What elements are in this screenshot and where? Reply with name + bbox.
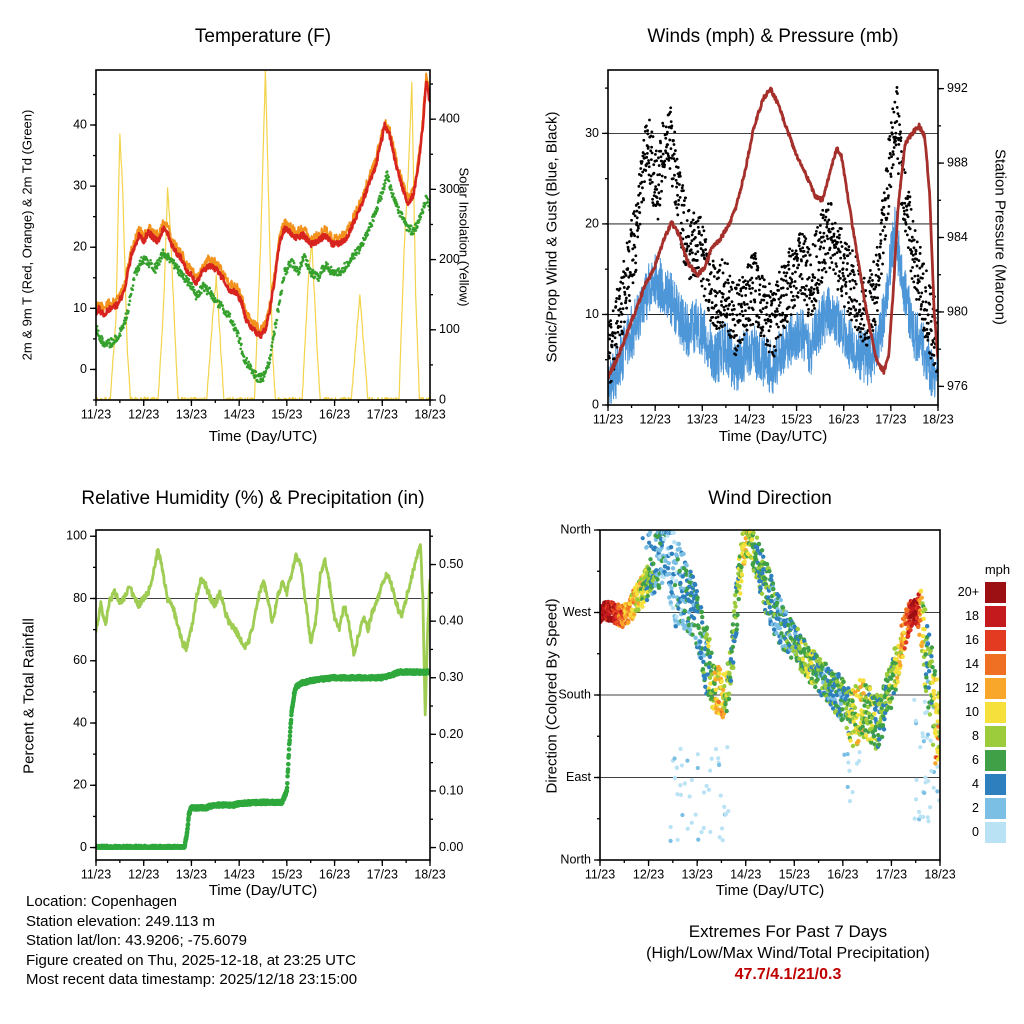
solar-insolation-y-axis-label: Solar Insolation (Yellow) <box>456 167 472 307</box>
station-pressure-y-axis-label: Station Pressure (Maroon) <box>991 149 1009 325</box>
wind-direction-x-axis-label: Time (Day/UTC) <box>715 882 825 899</box>
winds-pressure-plot-canvas <box>512 0 1024 470</box>
wind-direction-plot-canvas <box>512 470 1024 940</box>
humidity-precip-x-axis-label: Time (Day/UTC) <box>208 882 318 899</box>
temperature-plot-canvas <box>0 0 512 470</box>
extremes-title: Extremes For Past 7 Days <box>688 922 888 941</box>
most-recent-data-timestamp: Most recent data timestamp: 2025/12/18 2… <box>26 971 358 988</box>
extremes-block: Extremes For Past 7 Days (High/Low/Max W… <box>560 922 1016 984</box>
temperature-chart-title: Temperature (F) <box>194 26 332 47</box>
station-location: Location: Copenhagen <box>26 893 177 910</box>
wind-gust-y-axis-label: Sonic/Prop Wind & Gust (Blue, Black) <box>543 111 561 363</box>
figure-created-timestamp: Figure created on Thu, 2025-12-18, at 23… <box>26 951 356 969</box>
station-latlon: Station lat/lon: 43.9206; -75.6079 <box>26 932 248 949</box>
humidity-precip-plot-canvas <box>0 470 512 940</box>
winds-pressure-x-axis-label: Time (Day/UTC) <box>718 428 828 445</box>
winds-pressure-chart-title: Winds (mph) & Pressure (mb) <box>647 26 899 47</box>
temperature-x-axis-label: Time (Day/UTC) <box>208 428 318 445</box>
temperature-y-axis-label: 2m & 9m T (Red, Orange) & 2m Td (Green) <box>19 109 35 361</box>
wind-direction-y-axis-label: Direction (Colored By Speed) <box>543 598 561 794</box>
wind-direction-chart-title: Wind Direction <box>708 488 832 509</box>
station-elevation: Station elevation: 249.113 m <box>26 912 216 930</box>
station-info-footer: Location: Copenhagen Station elevation: … <box>26 892 357 990</box>
extremes-values: 47.7/4.1/21/0.3 <box>734 966 842 983</box>
extremes-subtitle: (High/Low/Max Wind/Total Precipitation) <box>646 945 930 962</box>
percent-rainfall-y-axis-label: Percent & Total Rainfall <box>20 618 38 774</box>
humidity-precip-chart-title: Relative Humidity (%) & Precipitation (i… <box>81 488 425 509</box>
